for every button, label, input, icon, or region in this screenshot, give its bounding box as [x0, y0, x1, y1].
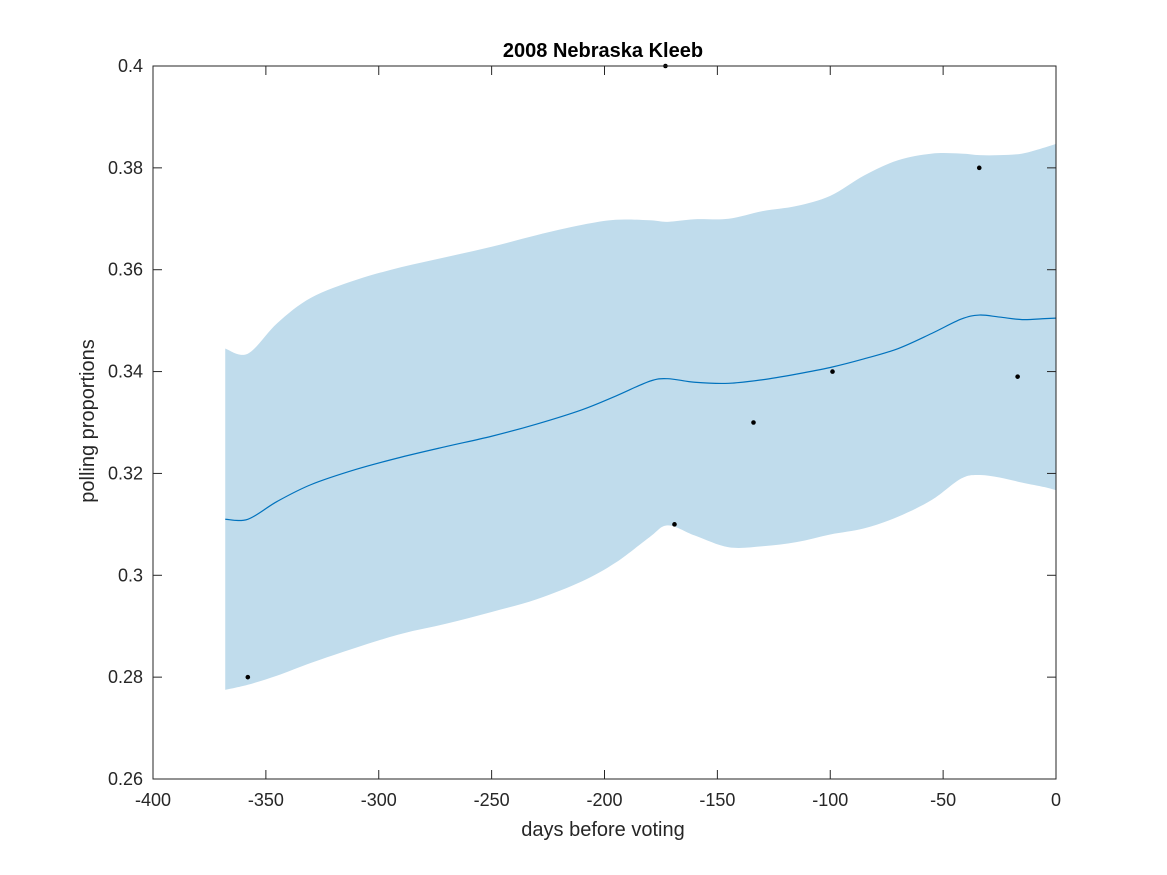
- y-tick-label: 0.4: [118, 56, 143, 76]
- poll-points-layer: [245, 63, 1020, 680]
- x-tick-label: -100: [812, 790, 848, 810]
- chart-title: 2008 Nebraska Kleeb: [503, 40, 703, 62]
- y-axis-ticks: 0.26 0.28 0.3 0.32 0.34 0.36 0.38 0.4: [108, 56, 1056, 789]
- mean-line-layer: [225, 314, 1057, 522]
- y-tick-label: 0.28: [108, 667, 143, 687]
- x-tick-label: -400: [135, 790, 171, 810]
- poll-point: [976, 165, 982, 171]
- x-tick-label: 0: [1051, 790, 1061, 810]
- y-tick-label: 0.34: [108, 362, 143, 382]
- x-axis-ticks: -400 -350 -300 -250 -200 -150 -100 -50 0: [135, 66, 1061, 810]
- x-tick-label: -250: [474, 790, 510, 810]
- x-tick-label: -150: [699, 790, 735, 810]
- mean-line: [225, 314, 1057, 522]
- x-tick-label: -50: [930, 790, 956, 810]
- x-axis-label: days before voting: [521, 819, 684, 841]
- poll-point: [1015, 374, 1020, 379]
- confidence-band-layer: [225, 143, 1057, 690]
- x-tick-label: -200: [586, 790, 622, 810]
- y-axis-label: polling proportions: [77, 339, 99, 502]
- x-tick-label: -300: [361, 790, 397, 810]
- poll-point: [751, 420, 756, 425]
- confidence-band: [225, 143, 1057, 690]
- y-tick-label: 0.36: [108, 260, 143, 280]
- y-tick-label: 0.38: [108, 158, 143, 178]
- poll-point: [830, 369, 835, 374]
- y-tick-label: 0.3: [118, 565, 143, 585]
- x-tick-label: -350: [248, 790, 284, 810]
- y-tick-label: 0.26: [108, 769, 143, 789]
- poll-point: [245, 674, 251, 680]
- poll-point: [672, 522, 677, 527]
- y-tick-label: 0.32: [108, 463, 143, 483]
